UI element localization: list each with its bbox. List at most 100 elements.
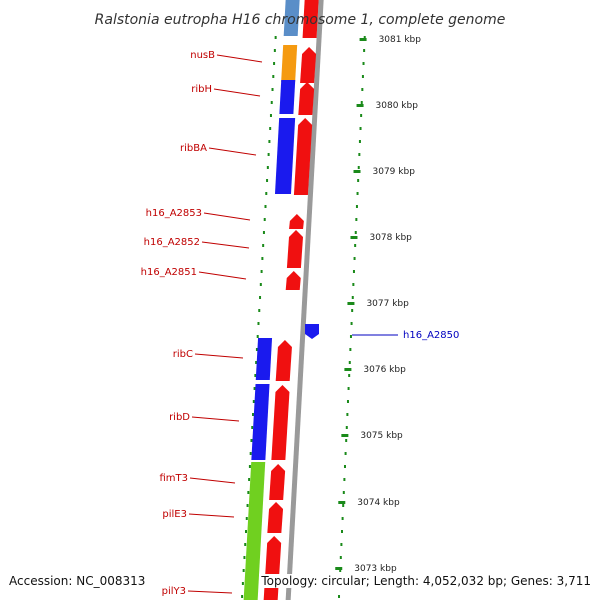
left-dotted-ring [241,36,277,598]
dot-mark [266,179,269,182]
scale-tick [341,434,349,437]
gene-block [255,338,273,380]
dot-mark [339,556,342,559]
gene-label-text: h16_A2850 [403,330,459,341]
dot-mark [245,530,247,533]
scale-label: 3075 kbp [360,431,403,441]
leader-line [194,353,244,359]
gene-arrow [300,47,317,83]
dot-mark [363,49,366,52]
scale-tick [356,104,364,107]
dot-mark [357,166,360,169]
map-title: Ralstonia eutropha H16 chromosome 1, com… [95,12,506,28]
leader-line [203,212,251,221]
dot-mark [269,114,272,117]
scale-tick [338,501,346,504]
dot-mark [361,88,364,91]
dot-mark [265,192,268,195]
gene-label-text: ribBA [180,143,207,154]
gene-block [243,462,266,600]
gene-arrow [271,385,290,460]
leader-line [208,147,257,156]
leader-line [198,271,247,280]
scale-label: 3080 kbp [376,101,419,111]
dot-mark [252,413,255,416]
dot-mark [349,348,352,351]
dot-mark [361,75,364,78]
dot-mark [255,361,258,364]
gene-block [279,80,296,114]
gene-label-text: h16_A2852 [144,237,200,248]
dot-mark [253,387,256,390]
gene-label-text: h16_A2853 [146,208,202,219]
scale-tick [347,302,355,305]
dot-mark [246,504,249,507]
gene-arrow [267,502,284,533]
scale-label: 3073 kbp [354,564,397,574]
dot-mark [358,140,361,143]
gene-arrow [275,340,292,381]
dot-mark [349,335,352,338]
dot-mark [344,452,347,455]
scale-tick [350,236,358,239]
scale-tick [344,368,352,371]
dot-mark [339,569,342,572]
dot-mark [273,62,276,65]
scale-tick [359,38,367,41]
dot-mark [267,153,270,156]
dot-mark [255,348,258,351]
dot-mark [248,478,251,481]
gene-block [251,384,270,460]
dot-mark [342,491,345,494]
gene-arrow [285,271,301,290]
dot-mark [258,309,261,312]
dot-mark [342,504,345,507]
gene-arrow [289,214,304,229]
dot-mark [261,257,264,260]
gene-arrow [286,230,303,268]
dot-mark [251,426,254,429]
dot-mark [355,205,358,208]
dot-mark [248,465,251,468]
gene-label-text: ribH [191,84,212,95]
dot-mark [351,296,354,299]
gene-block [283,0,300,36]
dot-mark [263,218,266,221]
dot-mark [270,101,273,104]
right-dotted-ring [338,36,366,598]
gene-label-text: ribC [173,349,193,360]
dot-mark [340,543,343,546]
dot-mark [346,413,349,416]
dot-mark [360,114,363,117]
gene-block [281,45,298,82]
dot-mark [272,75,275,78]
dot-mark [345,439,348,442]
gene-arrow [305,324,319,339]
dot-mark [363,36,366,39]
dot-mark [357,179,360,182]
dot-mark [343,478,346,481]
dot-mark [351,309,354,312]
dot-mark [354,231,357,234]
dot-mark [250,439,253,442]
gene-label-text: pilE3 [162,509,187,520]
dot-mark [271,88,274,91]
dot-mark [359,127,362,130]
leader-line [191,416,240,422]
scale-label: 3074 kbp [357,498,400,508]
dot-mark [264,205,267,208]
dot-mark [254,374,257,377]
dot-mark [347,387,350,390]
dot-mark [269,127,272,130]
dot-mark [262,231,265,234]
dot-mark [350,322,353,325]
dot-mark [266,166,269,169]
dot-mark [354,244,357,247]
leader-line [201,241,250,249]
leader-line [188,513,235,518]
dot-mark [352,270,355,273]
leader-line [187,590,233,594]
gene-block [274,118,296,194]
dot-mark [245,517,248,520]
